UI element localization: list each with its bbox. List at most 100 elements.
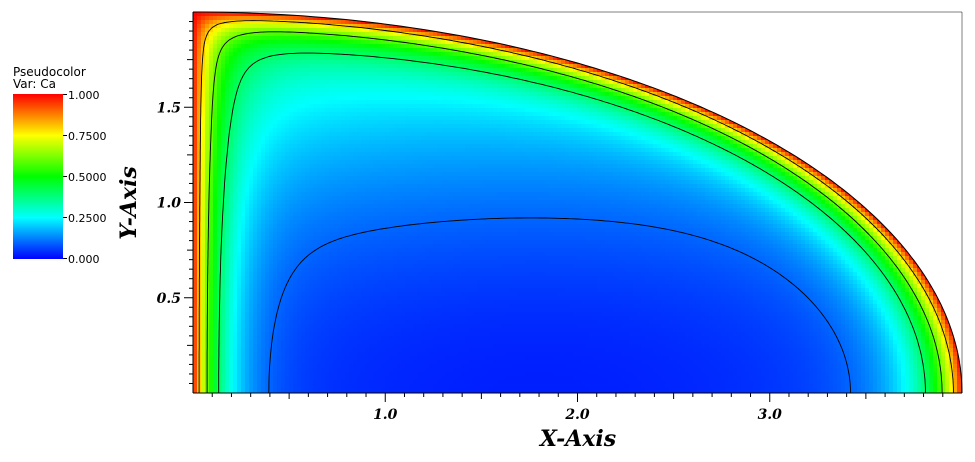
heatmap-cell xyxy=(557,148,562,153)
heatmap-cell xyxy=(613,168,618,173)
heatmap-cell xyxy=(577,132,582,137)
heatmap-cell xyxy=(425,172,430,177)
heatmap-cell xyxy=(593,68,598,73)
heatmap-cell xyxy=(533,164,538,169)
heatmap-cell xyxy=(361,108,366,113)
heatmap-cell xyxy=(681,172,686,177)
heatmap-cell xyxy=(297,136,302,141)
heatmap-cell xyxy=(453,168,458,173)
heatmap-cell xyxy=(313,172,318,177)
heatmap-cell xyxy=(401,112,406,117)
heatmap-cell xyxy=(277,36,282,41)
heatmap-cell xyxy=(557,84,562,89)
heatmap-cell xyxy=(377,144,382,149)
heatmap-cell xyxy=(653,152,658,157)
heatmap-cell xyxy=(341,144,346,149)
heatmap-cell xyxy=(301,120,306,125)
heatmap-cell xyxy=(545,148,550,153)
heatmap-cell xyxy=(197,120,202,125)
heatmap-cell xyxy=(445,104,450,109)
heatmap-cell xyxy=(449,96,454,101)
heatmap-cell xyxy=(441,40,446,45)
heatmap-cell xyxy=(349,40,354,45)
heatmap-cell xyxy=(333,180,338,185)
heatmap-cell xyxy=(297,24,302,29)
heatmap-cell xyxy=(593,156,598,161)
heatmap-cell xyxy=(609,76,614,81)
heatmap-cell xyxy=(573,84,578,89)
heatmap-cell xyxy=(545,104,550,109)
heatmap-cell xyxy=(505,68,510,73)
heatmap-cell xyxy=(205,152,210,157)
heatmap-cell xyxy=(433,112,438,117)
heatmap-cell xyxy=(521,152,526,157)
heatmap-cell xyxy=(445,44,450,49)
heatmap-cell xyxy=(605,128,610,133)
heatmap-cell xyxy=(569,172,574,177)
heatmap-cell xyxy=(285,24,290,29)
heatmap-cell xyxy=(421,40,426,45)
heatmap-cell xyxy=(453,28,458,33)
heatmap-cell xyxy=(389,108,394,113)
heatmap-cell xyxy=(489,56,494,61)
heatmap-cell xyxy=(265,148,270,153)
heatmap-cell xyxy=(697,168,702,173)
heatmap-cell xyxy=(625,160,630,165)
heatmap-cell xyxy=(241,24,246,29)
heatmap-cell xyxy=(489,108,494,113)
heatmap-cell xyxy=(505,160,510,165)
heatmap-cell xyxy=(665,152,670,157)
heatmap-cell xyxy=(281,68,286,73)
heatmap-cell xyxy=(709,140,714,145)
heatmap-cell xyxy=(249,16,254,21)
heatmap-cell xyxy=(433,116,438,121)
heatmap-cell xyxy=(241,132,246,137)
heatmap-cell xyxy=(477,64,482,69)
heatmap-cell xyxy=(685,124,690,129)
heatmap-cell xyxy=(217,20,222,25)
heatmap-cell xyxy=(805,156,810,161)
heatmap-cell xyxy=(597,68,602,73)
heatmap-cell xyxy=(369,128,374,133)
heatmap-cell xyxy=(437,172,442,177)
heatmap-cell xyxy=(417,56,422,61)
heatmap-cell xyxy=(253,32,258,37)
heatmap-cell xyxy=(457,52,462,57)
heatmap-cell xyxy=(301,136,306,141)
heatmap-cell xyxy=(353,36,358,41)
heatmap-cell xyxy=(553,168,558,173)
heatmap-cell xyxy=(349,36,354,41)
heatmap-cell xyxy=(441,148,446,153)
heatmap-cell xyxy=(381,40,386,45)
heatmap-cell xyxy=(421,24,426,29)
heatmap-cell xyxy=(221,32,226,37)
heatmap-cell xyxy=(317,32,322,37)
heatmap-cell xyxy=(637,152,642,157)
heatmap-cell xyxy=(213,144,218,149)
heatmap-cell xyxy=(225,76,230,81)
heatmap-cell xyxy=(445,28,450,33)
heatmap-cell xyxy=(221,104,226,109)
heatmap-cell xyxy=(641,172,646,177)
heatmap-cell xyxy=(425,144,430,149)
heatmap-cell xyxy=(325,96,330,101)
heatmap-cell xyxy=(397,76,402,81)
heatmap-cell xyxy=(377,60,382,65)
heatmap-cell xyxy=(237,112,242,117)
heatmap-cell xyxy=(293,112,298,117)
heatmap-cell xyxy=(237,60,242,65)
heatmap-cell xyxy=(525,124,530,129)
heatmap-cell xyxy=(469,112,474,117)
heatmap-cell xyxy=(621,136,626,141)
heatmap-cell xyxy=(341,48,346,53)
heatmap-cell xyxy=(309,24,314,29)
heatmap-cell xyxy=(257,52,262,57)
heatmap-cell xyxy=(193,128,198,133)
heatmap-cell xyxy=(281,108,286,113)
heatmap-cell xyxy=(601,128,606,133)
heatmap-cell xyxy=(237,52,242,57)
heatmap-cell xyxy=(705,132,710,137)
heatmap-cell xyxy=(421,72,426,77)
heatmap-cell xyxy=(429,56,434,61)
heatmap-cell xyxy=(597,136,602,141)
